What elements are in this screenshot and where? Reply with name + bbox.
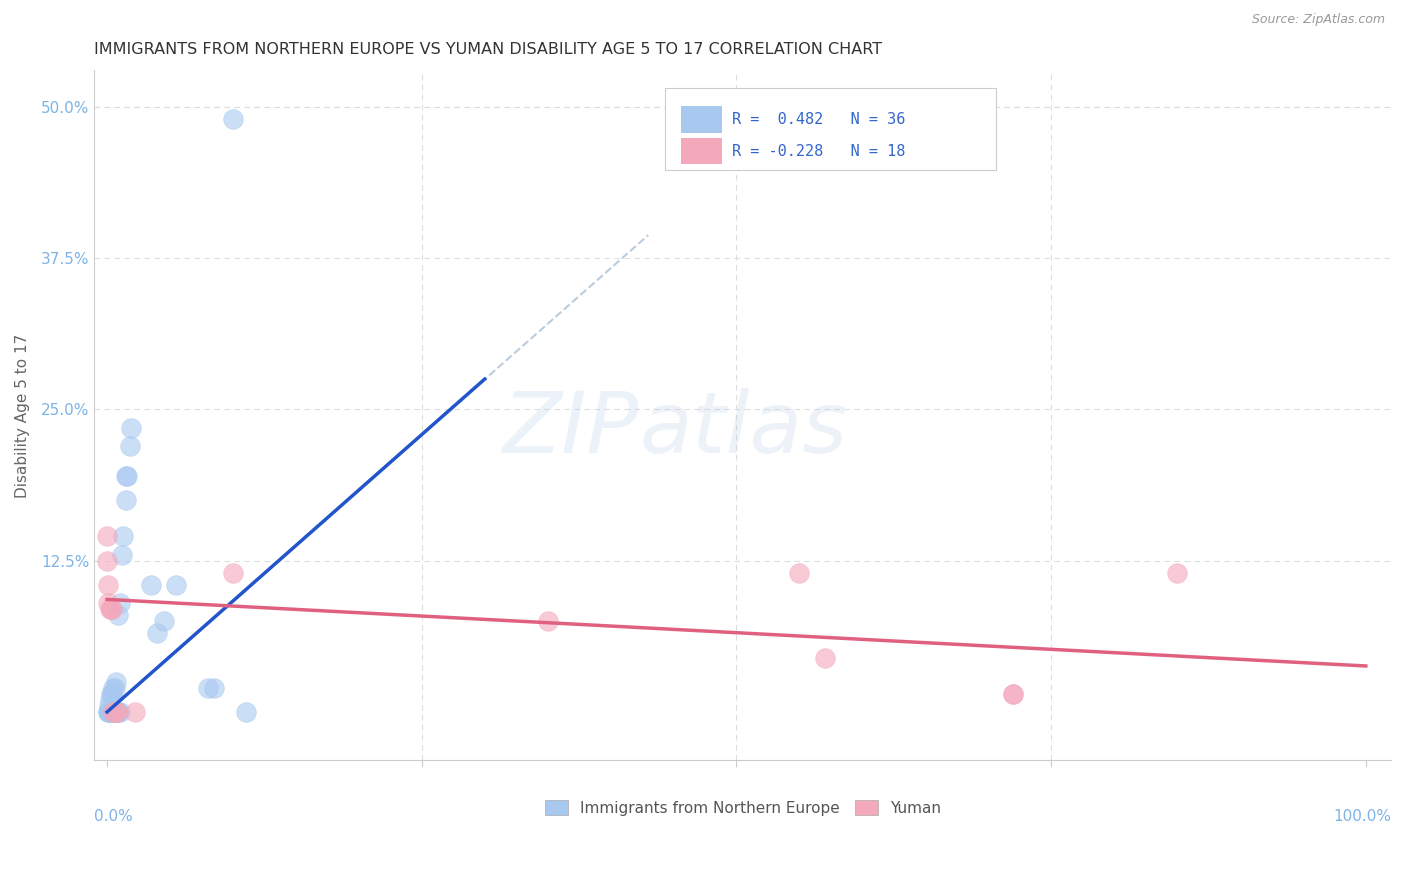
Text: ZIP: ZIP [503, 388, 638, 471]
Point [222, 566, 245, 580]
Point [222, 112, 245, 126]
Point [235, 705, 257, 719]
Point [789, 566, 811, 580]
Point [107, 705, 129, 719]
Point [104, 705, 127, 719]
Point [100, 602, 122, 616]
Point [98, 693, 121, 707]
FancyBboxPatch shape [681, 138, 723, 164]
Point [101, 687, 124, 701]
Y-axis label: Disability Age 5 to 17: Disability Age 5 to 17 [15, 334, 30, 498]
Text: IMMIGRANTS FROM NORTHERN EUROPE VS YUMAN DISABILITY AGE 5 TO 17 CORRELATION CHAR: IMMIGRANTS FROM NORTHERN EUROPE VS YUMAN… [94, 42, 883, 57]
Point [97, 596, 120, 610]
Point [96, 529, 118, 543]
Text: atlas: atlas [638, 388, 846, 471]
Point [202, 681, 225, 695]
Point [105, 705, 128, 719]
Point [139, 578, 162, 592]
Point [813, 650, 835, 665]
Point [104, 705, 127, 719]
Point [104, 681, 127, 695]
Point [197, 681, 219, 695]
Point [165, 578, 187, 592]
Point [103, 681, 125, 695]
Point [101, 602, 124, 616]
Text: Source: ZipAtlas.com: Source: ZipAtlas.com [1251, 13, 1385, 27]
Point [1166, 566, 1188, 580]
Point [97, 578, 120, 592]
Point [98, 705, 121, 719]
FancyBboxPatch shape [681, 106, 723, 133]
Point [100, 705, 122, 719]
Point [97, 705, 120, 719]
Point [536, 614, 558, 628]
Point [97, 705, 120, 719]
FancyBboxPatch shape [665, 87, 995, 170]
Point [97, 705, 120, 719]
Point [152, 614, 174, 628]
Point [118, 439, 141, 453]
Legend: Immigrants from Northern Europe, Yuman: Immigrants from Northern Europe, Yuman [538, 794, 948, 822]
Point [124, 705, 146, 719]
Point [146, 626, 169, 640]
Point [100, 687, 122, 701]
Text: 0.0%: 0.0% [94, 809, 134, 823]
Point [107, 608, 129, 623]
Point [98, 602, 121, 616]
Point [101, 705, 124, 719]
Point [97, 698, 120, 713]
Point [1002, 687, 1025, 701]
Point [115, 469, 138, 483]
Point [108, 596, 131, 610]
Point [96, 554, 118, 568]
Point [115, 493, 138, 508]
Point [103, 705, 125, 719]
Point [111, 548, 134, 562]
Point [1002, 687, 1025, 701]
Text: 100.0%: 100.0% [1333, 809, 1391, 823]
Point [108, 705, 131, 719]
Text: R =  0.482   N = 36: R = 0.482 N = 36 [733, 112, 905, 127]
Point [104, 705, 127, 719]
Text: R = -0.228   N = 18: R = -0.228 N = 18 [733, 144, 905, 159]
Point [104, 674, 127, 689]
Point [120, 420, 142, 434]
Point [112, 529, 135, 543]
Point [105, 705, 128, 719]
Point [103, 705, 125, 719]
Point [115, 469, 138, 483]
